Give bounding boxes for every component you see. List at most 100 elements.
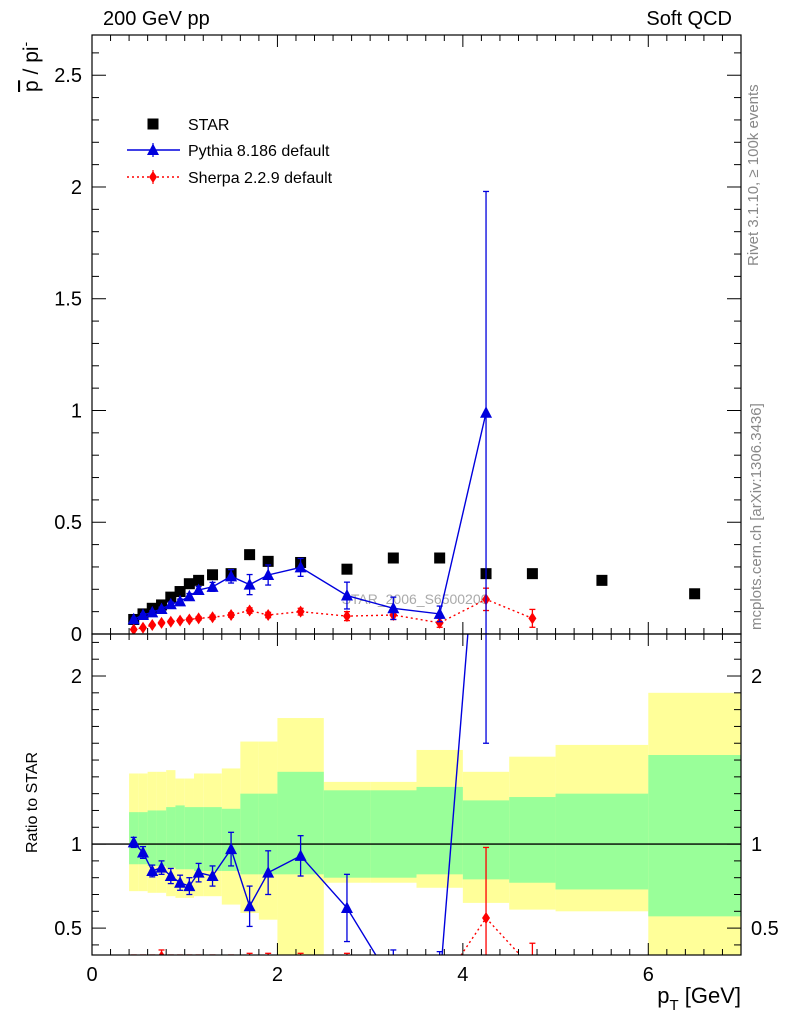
band-stat xyxy=(509,797,556,883)
legend-label: Pythia 8.186 default xyxy=(188,143,330,160)
data-point xyxy=(136,845,149,858)
y-tick-label: 2.5 xyxy=(54,65,82,87)
data-point xyxy=(176,614,185,627)
data-point xyxy=(207,569,219,581)
data-point xyxy=(596,574,608,586)
data-point xyxy=(139,956,147,968)
data-point xyxy=(183,879,196,892)
band-stat xyxy=(184,807,194,870)
data-point xyxy=(176,956,184,968)
data-point xyxy=(166,615,175,628)
legend-item: Sherpa 2.2.9 default xyxy=(127,170,333,187)
pythia-series xyxy=(127,190,493,634)
band-stat xyxy=(166,807,176,868)
data-point xyxy=(146,864,159,876)
ratio-pythia-series xyxy=(127,634,490,991)
y-axis-label-sep: / pi xyxy=(20,46,43,80)
band-stat xyxy=(240,793,259,875)
band-stat xyxy=(555,793,649,890)
ratio-bands xyxy=(129,692,741,955)
data-point xyxy=(294,560,307,573)
data-point xyxy=(264,609,273,622)
data-point xyxy=(342,610,351,623)
band-stat xyxy=(323,790,371,878)
ratio-y-axis-label: Ratio to STAR xyxy=(24,752,41,853)
x-tick-label: 4 xyxy=(457,964,468,986)
band-stat xyxy=(258,793,278,875)
band-stat xyxy=(370,790,417,878)
data-point xyxy=(243,899,256,912)
data-point xyxy=(185,613,194,626)
data-point xyxy=(183,578,195,590)
data-point xyxy=(148,956,156,968)
data-point xyxy=(387,601,400,614)
data-point xyxy=(389,964,397,976)
data-point xyxy=(387,552,399,564)
data-point xyxy=(209,956,217,968)
data-point xyxy=(296,605,305,618)
x-axis-label-sub: T xyxy=(669,997,678,1014)
data-point xyxy=(174,876,187,888)
data-point xyxy=(148,619,157,632)
data-point xyxy=(434,979,446,991)
data-point xyxy=(297,956,305,968)
series-line xyxy=(133,598,533,631)
data-point xyxy=(341,563,353,575)
x-axis-label-unit: [GeV] xyxy=(679,983,741,1008)
header-left: 200 GeV pp xyxy=(103,8,210,30)
data-point xyxy=(528,612,537,625)
data-point xyxy=(167,956,175,968)
data-point xyxy=(262,866,275,878)
data-point xyxy=(158,950,165,955)
data-point xyxy=(138,621,147,634)
legend-label: Sherpa 2.2.9 default xyxy=(188,170,333,187)
band-stat xyxy=(156,810,167,866)
band-stat xyxy=(203,807,222,871)
data-point xyxy=(208,611,217,624)
data-point xyxy=(526,568,538,580)
data-point xyxy=(127,835,140,848)
x-tick-label: 6 xyxy=(643,964,654,986)
data-point xyxy=(343,959,351,971)
band-stat xyxy=(147,810,157,866)
data-point xyxy=(183,589,196,602)
legend-item: STAR xyxy=(147,117,229,134)
data-point xyxy=(174,586,186,598)
y-tick-label: 1 xyxy=(71,834,82,856)
y-tick-label: 0.5 xyxy=(54,918,82,940)
band-stat xyxy=(648,755,741,917)
data-point xyxy=(155,861,168,873)
data-point xyxy=(194,612,203,625)
data-point xyxy=(436,981,444,993)
data-point xyxy=(227,956,235,968)
x-tick-label: 0 xyxy=(86,964,97,986)
data-point xyxy=(129,623,138,634)
y-axis-label-main: p xyxy=(20,80,43,92)
watermark: STAR_2006_S6500200 xyxy=(342,591,489,607)
data-point xyxy=(164,597,177,610)
data-point xyxy=(136,608,149,621)
data-point xyxy=(155,602,168,614)
band-stat xyxy=(175,805,185,870)
y-axis-label-sup: - xyxy=(17,41,33,46)
data-point xyxy=(387,977,399,989)
x-tick-label: 2 xyxy=(272,964,283,986)
data-point xyxy=(243,578,256,590)
data-point xyxy=(262,568,275,580)
data-point xyxy=(340,901,353,913)
data-point xyxy=(482,912,491,925)
data-point xyxy=(435,616,444,629)
y-tick-label-right: 2 xyxy=(751,666,762,688)
data-point xyxy=(340,589,353,601)
data-point xyxy=(245,604,254,617)
legend-label: STAR xyxy=(188,117,229,134)
y-axis-main: 0 0.5 1 1.5 2 2.5 xyxy=(54,52,741,646)
legend: STAR Pythia 8.186 default Sherpa 2.2.9 def… xyxy=(127,117,333,187)
x-axis: 0 2 4 6 xyxy=(86,35,742,986)
data-point xyxy=(244,549,256,561)
y-tick-label-right: 1 xyxy=(751,834,762,856)
data-point xyxy=(127,612,140,625)
band-stat xyxy=(416,786,463,875)
legend-marker xyxy=(147,118,159,130)
